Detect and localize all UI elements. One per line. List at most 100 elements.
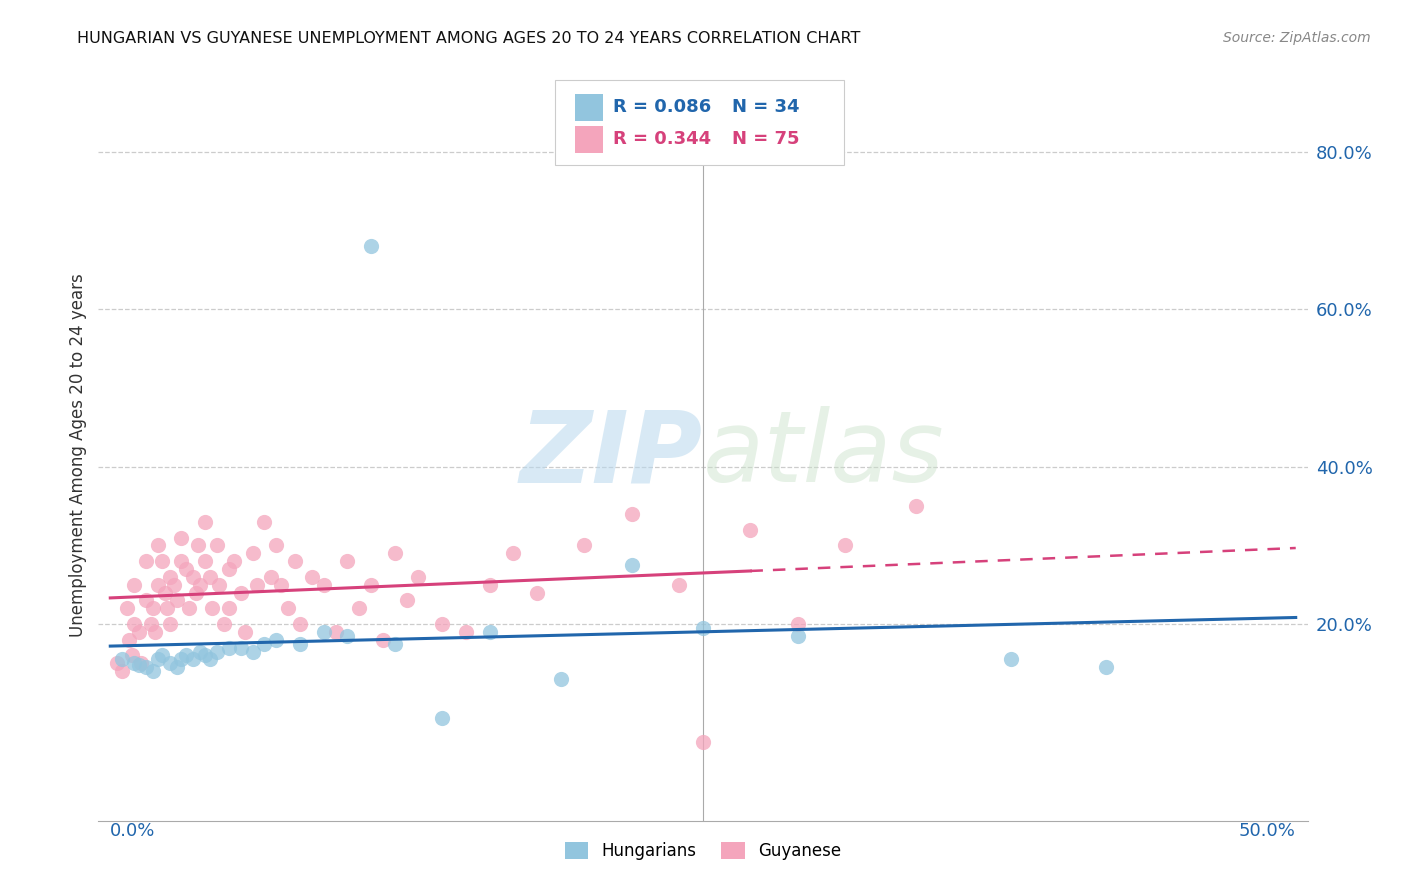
Point bbox=[143, 624, 166, 639]
Point bbox=[408, 570, 430, 584]
Point bbox=[395, 593, 418, 607]
Point bbox=[270, 577, 292, 591]
Point bbox=[264, 538, 287, 552]
Point bbox=[146, 577, 169, 591]
Point bbox=[174, 562, 197, 576]
Point bbox=[284, 554, 307, 568]
Point bbox=[128, 624, 150, 639]
Point bbox=[111, 652, 134, 666]
Point bbox=[122, 657, 145, 671]
Point bbox=[740, 523, 762, 537]
Point bbox=[129, 657, 152, 671]
Point bbox=[122, 577, 145, 591]
Text: ZIP: ZIP bbox=[520, 407, 703, 503]
Point bbox=[242, 644, 264, 658]
Point bbox=[174, 648, 197, 663]
Point bbox=[118, 632, 141, 647]
Point bbox=[288, 617, 311, 632]
Point bbox=[121, 648, 143, 663]
Point bbox=[277, 601, 299, 615]
Point bbox=[229, 640, 252, 655]
Point bbox=[177, 601, 200, 615]
Point bbox=[222, 554, 245, 568]
Point bbox=[139, 617, 162, 632]
Point bbox=[242, 546, 264, 560]
Point bbox=[336, 554, 359, 568]
Point bbox=[146, 538, 169, 552]
Point bbox=[384, 546, 406, 560]
Point bbox=[170, 531, 193, 545]
Point bbox=[786, 617, 808, 632]
Point bbox=[347, 601, 370, 615]
Point bbox=[336, 629, 359, 643]
Point bbox=[184, 585, 207, 599]
Point bbox=[170, 652, 193, 666]
Point bbox=[128, 657, 150, 672]
Point bbox=[190, 577, 212, 591]
Point bbox=[122, 617, 145, 632]
Point bbox=[692, 735, 714, 749]
Point bbox=[166, 593, 188, 607]
Point bbox=[205, 538, 228, 552]
Point bbox=[432, 617, 454, 632]
Point bbox=[1095, 660, 1118, 674]
Point bbox=[190, 644, 212, 658]
Point bbox=[360, 239, 382, 253]
Point bbox=[166, 660, 188, 674]
Point bbox=[905, 499, 928, 513]
Point bbox=[181, 570, 204, 584]
Point bbox=[142, 601, 165, 615]
Text: 0.0%: 0.0% bbox=[110, 822, 156, 840]
Point bbox=[620, 507, 643, 521]
Point bbox=[432, 711, 454, 725]
Point bbox=[235, 624, 257, 639]
Point bbox=[620, 558, 643, 572]
Text: atlas: atlas bbox=[703, 407, 945, 503]
Point bbox=[260, 570, 283, 584]
Text: N = 75: N = 75 bbox=[733, 130, 800, 148]
Point bbox=[692, 621, 714, 635]
Point bbox=[786, 629, 808, 643]
Point bbox=[135, 593, 157, 607]
Point bbox=[115, 601, 138, 615]
Point bbox=[212, 617, 235, 632]
Point bbox=[550, 672, 572, 686]
Text: R = 0.344: R = 0.344 bbox=[613, 130, 711, 148]
Point bbox=[135, 660, 157, 674]
Point bbox=[218, 562, 240, 576]
Point bbox=[253, 515, 276, 529]
Point bbox=[198, 652, 221, 666]
Point bbox=[1000, 652, 1022, 666]
Point bbox=[159, 570, 181, 584]
Point bbox=[194, 515, 217, 529]
Point bbox=[218, 640, 240, 655]
Point bbox=[201, 601, 224, 615]
Point bbox=[218, 601, 240, 615]
Point bbox=[146, 652, 169, 666]
Point bbox=[264, 632, 287, 647]
Point bbox=[478, 577, 501, 591]
Point bbox=[312, 624, 335, 639]
Point bbox=[135, 554, 157, 568]
Point bbox=[360, 577, 382, 591]
Point bbox=[159, 657, 181, 671]
Point bbox=[181, 652, 204, 666]
Point bbox=[454, 624, 477, 639]
Point bbox=[163, 577, 186, 591]
Point bbox=[153, 585, 176, 599]
Point bbox=[371, 632, 394, 647]
Point bbox=[502, 546, 524, 560]
Point bbox=[170, 554, 193, 568]
Point bbox=[312, 577, 335, 591]
Text: R = 0.086: R = 0.086 bbox=[613, 98, 711, 117]
Point bbox=[159, 617, 181, 632]
Point bbox=[194, 554, 217, 568]
Text: 50.0%: 50.0% bbox=[1239, 822, 1296, 840]
Point bbox=[668, 577, 690, 591]
Point bbox=[574, 538, 596, 552]
Point bbox=[152, 648, 174, 663]
Text: N = 34: N = 34 bbox=[733, 98, 800, 117]
Legend: Hungarians, Guyanese: Hungarians, Guyanese bbox=[558, 836, 848, 867]
Point bbox=[187, 538, 209, 552]
Point bbox=[194, 648, 217, 663]
